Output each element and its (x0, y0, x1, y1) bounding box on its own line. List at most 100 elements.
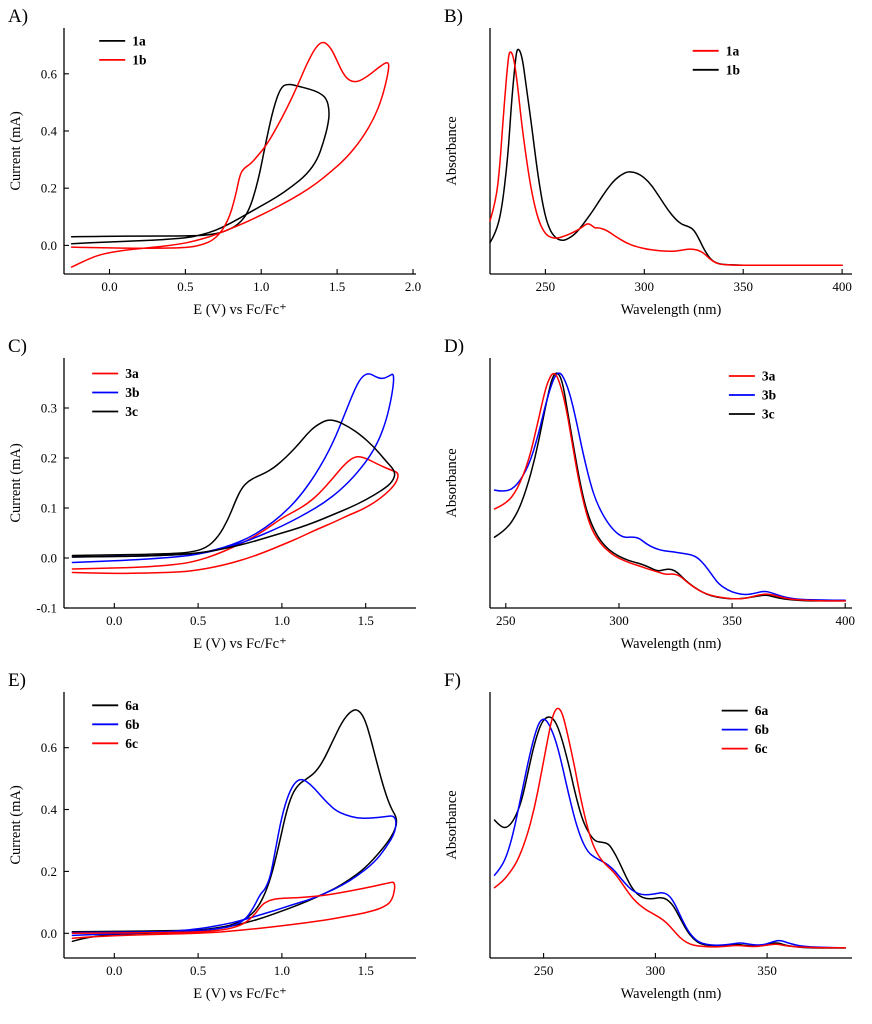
chart-B-uv-vis-spectrum: 250 300 350 400 Wavelength (nm) Absorbance 1a 1… (442, 16, 866, 327)
panel-B: B) 250 300 350 400 Wavelength (nm) Absorbance… (436, 4, 872, 334)
legend-label-6a: 6a (755, 703, 769, 718)
panel-D: D) 250 300 350 400 Wavelength (nm) Absorbance… (436, 334, 872, 668)
x-axis-title: Wavelength (nm) (621, 986, 722, 1002)
chart-D-uv-vis-spectrum: 250 300 350 400 Wavelength (nm) Absorbance 3a 3… (442, 346, 866, 661)
x-tick-label: 250 (536, 279, 556, 294)
panel-F: F) 250 300 350 Wavelength (nm) Absorbance 6a 6… (436, 668, 872, 1020)
x-tick-label: 250 (534, 963, 554, 978)
legend-label-1a: 1a (132, 33, 146, 48)
curve-1b (70, 41, 390, 268)
y-axis-title: Absorbance (444, 790, 460, 859)
curve-3b (493, 372, 846, 601)
y-tick-label: 0.1 (41, 501, 57, 516)
legend-label-3b: 3b (762, 388, 776, 403)
y-axis-title: Current (mA) (8, 443, 24, 522)
x-tick-label: 0.5 (190, 613, 206, 628)
x-tick-label: 0.0 (106, 613, 122, 628)
chart-svg-C: 0.0 0.5 1.0 1.5 -0.1 0.0 0.1 0.2 0.3 E (V) vs Fc/… (8, 358, 416, 652)
legend-label-6c: 6c (125, 736, 138, 751)
legend-label-1a: 1a (726, 43, 740, 58)
x-tick-label: 1.5 (329, 279, 345, 294)
x-tick-label: 2.0 (405, 279, 421, 294)
y-tick-label: 0.4 (41, 124, 58, 139)
legend-label-1b: 1b (726, 62, 740, 77)
x-tick-label: 1.0 (253, 279, 269, 294)
legend-label-6c: 6c (755, 741, 768, 756)
legend-label-3b: 3b (125, 385, 139, 400)
x-tick-label: 400 (832, 279, 852, 294)
x-tick-label: 1.5 (358, 963, 374, 978)
x-tick-label: 1.0 (274, 613, 290, 628)
x-tick-label: 0.0 (106, 963, 122, 978)
y-tick-label: 0.0 (41, 926, 57, 941)
x-tick-label: 1.5 (358, 613, 374, 628)
panel-E: E) 0.0 0.5 1.0 1.5 0.0 0.2 0.4 0.6 E (V) vs Fc/F… (0, 668, 436, 1020)
x-tick-label: 0.5 (177, 279, 193, 294)
panel-label-D: D) (444, 336, 465, 357)
x-tick-label: 350 (722, 613, 742, 628)
legend: 6a 6b 6c (92, 698, 139, 751)
panel-label-E: E) (8, 670, 26, 691)
y-axis-title: Absorbance (444, 116, 460, 185)
curve-1a (489, 51, 843, 267)
y-tick-label: 0.0 (41, 238, 57, 253)
x-tick-label: 250 (496, 613, 516, 628)
x-tick-label: 0.5 (190, 963, 206, 978)
panel-label-F: F) (444, 670, 461, 691)
x-axis-title: E (V) vs Fc/Fc⁺ (193, 302, 286, 318)
chart-svg-E: 0.0 0.5 1.0 1.5 0.0 0.2 0.4 0.6 E (V) vs Fc/Fc⁺ C… (8, 692, 416, 1002)
curve-6c (71, 881, 396, 939)
panel-label-B: B) (444, 6, 463, 27)
panel-label-C: C) (8, 336, 27, 357)
y-axis-title: Current (mA) (8, 785, 24, 864)
chart-F-uv-vis-spectrum: 250 300 350 Wavelength (nm) Absorbance 6a 6b 6c (442, 680, 866, 1011)
legend: 6a 6b 6c (721, 703, 769, 756)
legend-label-1b: 1b (132, 52, 146, 67)
legend-label-6a: 6a (125, 698, 139, 713)
y-tick-label: 0.2 (41, 451, 57, 466)
legend-label-6b: 6b (755, 722, 769, 737)
curve-6a (493, 716, 847, 949)
x-tick-label: 0.0 (101, 279, 117, 294)
x-tick-label: 300 (609, 613, 629, 628)
chart-A-cyclic-voltammogram: 0.0 0.5 1.0 1.5 2.0 0.0 0.2 0.4 0.6 E (V) vs Fc/F… (6, 16, 430, 327)
chart-E-cyclic-voltammogram: 0.0 0.5 1.0 1.5 0.0 0.2 0.4 0.6 E (V) vs Fc/Fc⁺ C… (6, 680, 430, 1011)
chart-svg-F: 250 300 350 Wavelength (nm) Absorbance 6a 6b 6c (444, 692, 852, 1002)
chart-svg-A: 0.0 0.5 1.0 1.5 2.0 0.0 0.2 0.4 0.6 E (V) vs Fc/F… (8, 28, 421, 318)
y-tick-label: 0.2 (41, 181, 57, 196)
x-tick-label: 1.0 (274, 963, 290, 978)
curve-6c (493, 707, 847, 949)
curve-6a (71, 709, 398, 943)
curve-6b (71, 778, 397, 937)
legend-label-6b: 6b (125, 717, 139, 732)
x-tick-label: 350 (757, 963, 777, 978)
panel-A: A) 0.0 0.5 1.0 1.5 2.0 0.0 0.2 0.4 0.6 E (V) vs F… (0, 4, 436, 334)
x-tick-label: 300 (646, 963, 666, 978)
curve-3c (493, 372, 846, 602)
y-tick-label: 0.6 (41, 740, 58, 755)
y-tick-label: 0.3 (41, 401, 57, 416)
panel-C: C) 0.0 0.5 1.0 1.5 -0.1 0.0 0.1 0.2 0.3 E (V) vs … (0, 334, 436, 668)
curve-3c (71, 419, 396, 558)
y-tick-label: 0.4 (41, 802, 58, 817)
x-axis-title: Wavelength (nm) (621, 636, 722, 652)
x-tick-label: 300 (635, 279, 655, 294)
y-tick-label: 0.2 (41, 864, 57, 879)
legend: 3a 3b 3c (728, 369, 776, 422)
curve-1b (489, 48, 843, 267)
legend-label-3c: 3c (762, 407, 775, 422)
curve-3b (71, 373, 395, 564)
legend: 3a 3b 3c (92, 366, 139, 419)
legend-label-3c: 3c (125, 404, 138, 419)
legend-label-3a: 3a (762, 369, 776, 384)
curve-1a (70, 83, 330, 245)
chart-C-cyclic-voltammogram: 0.0 0.5 1.0 1.5 -0.1 0.0 0.1 0.2 0.3 E (V) vs Fc/… (6, 346, 430, 661)
y-tick-label: 0.6 (41, 66, 58, 81)
x-axis-title: E (V) vs Fc/Fc⁺ (193, 636, 286, 652)
y-tick-label: -0.1 (36, 601, 57, 616)
x-tick-label: 400 (835, 613, 855, 628)
